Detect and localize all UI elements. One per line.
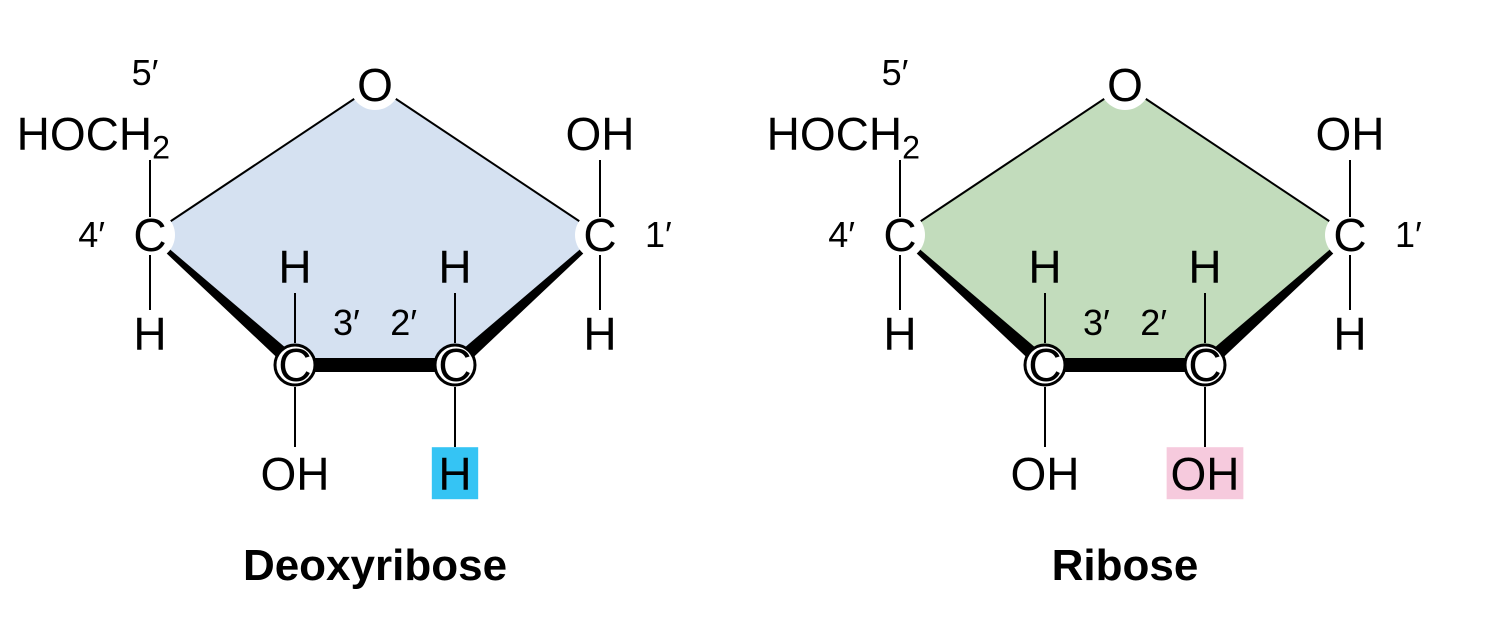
- c3-h-up: H: [278, 241, 311, 293]
- pos-3prime: 3′: [333, 302, 360, 343]
- c1-oh: OH: [1316, 108, 1385, 160]
- c2-substituent: OH: [1171, 448, 1240, 500]
- c2-h-up: H: [438, 241, 471, 293]
- pos-5prime: 5′: [882, 52, 909, 93]
- c1-atom: C: [583, 209, 616, 261]
- pos-5prime: 5′: [132, 52, 159, 93]
- ring-fill: [150, 85, 600, 365]
- hoch2-label: HOCH2: [17, 108, 170, 165]
- c1-h: H: [1333, 308, 1366, 360]
- c3-h-up: H: [1028, 241, 1061, 293]
- pos-2prime: 2′: [390, 302, 417, 343]
- c3-oh: OH: [1011, 448, 1080, 500]
- pos-3prime: 3′: [1083, 302, 1110, 343]
- c4-h: H: [133, 308, 166, 360]
- molecule-title: Ribose: [1052, 541, 1199, 590]
- ring-oxygen: O: [357, 59, 393, 111]
- c2-substituent: H: [438, 448, 471, 500]
- deoxyribose-diagram: O C C C C HOCH2 5′ OH H H H H OH H 4′ 1′ 3′ 2′ Deoxyribose: [0, 0, 750, 617]
- wedge-bond: [295, 358, 455, 372]
- molecule-title: Deoxyribose: [243, 541, 507, 590]
- c3-atom: C: [1028, 339, 1061, 391]
- pos-2prime: 2′: [1140, 302, 1167, 343]
- pos-4prime: 4′: [828, 214, 855, 255]
- ribose-diagram: O C C C C HOCH2 5′ OH H H H H OH OH 4′ 1′ 3′ 2′ Ribose: [750, 0, 1500, 617]
- c4-atom: C: [133, 209, 166, 261]
- c2-atom: C: [1188, 339, 1221, 391]
- c1-h: H: [583, 308, 616, 360]
- c3-oh: OH: [261, 448, 330, 500]
- c2-h-up: H: [1188, 241, 1221, 293]
- c1-atom: C: [1333, 209, 1366, 261]
- c2-atom: C: [438, 339, 471, 391]
- c4-h: H: [883, 308, 916, 360]
- ring-fill: [900, 85, 1350, 365]
- c1-oh: OH: [566, 108, 635, 160]
- c4-atom: C: [883, 209, 916, 261]
- pos-4prime: 4′: [78, 214, 105, 255]
- ring-oxygen: O: [1107, 59, 1143, 111]
- c3-atom: C: [278, 339, 311, 391]
- hoch2-label: HOCH2: [767, 108, 920, 165]
- pos-1prime: 1′: [645, 214, 672, 255]
- pos-1prime: 1′: [1395, 214, 1422, 255]
- wedge-bond: [1045, 358, 1205, 372]
